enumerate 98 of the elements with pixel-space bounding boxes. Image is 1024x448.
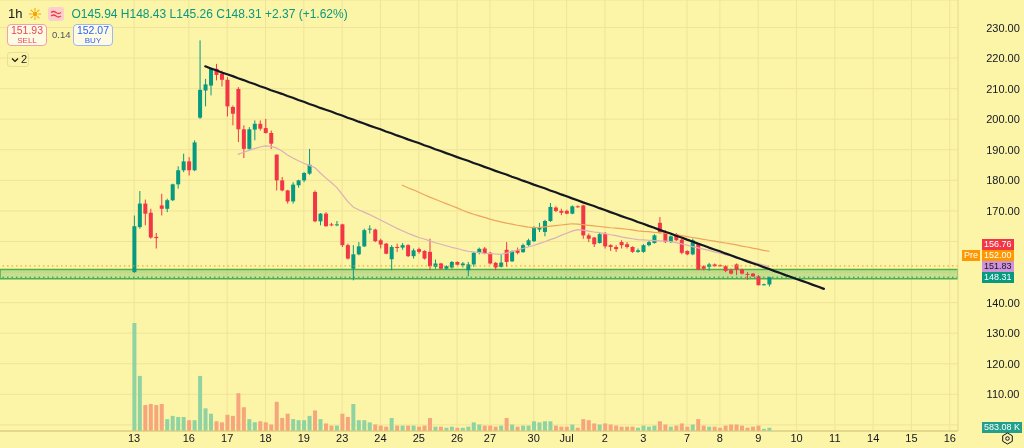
bar xyxy=(291,419,296,431)
candlestick xyxy=(247,126,252,151)
text: 156.76 xyxy=(982,238,1014,250)
x-tick-label: 16 xyxy=(943,431,956,444)
x-tick-label: 3 xyxy=(640,431,647,444)
x-tick-label: 13 xyxy=(127,431,141,444)
y-tick-label: 230.00 xyxy=(986,21,1020,34)
x-tick-label: 27 xyxy=(483,431,497,444)
candlestick xyxy=(395,243,400,253)
bar xyxy=(247,419,252,431)
x-tick-label: Jul xyxy=(559,431,574,444)
y-tick-label: 190.00 xyxy=(986,143,1020,156)
candlestick xyxy=(291,181,296,205)
candlestick xyxy=(362,228,367,248)
y-tick-label: 200.00 xyxy=(986,113,1020,126)
candlestick xyxy=(181,153,186,173)
x-tick-label: 16 xyxy=(182,431,195,444)
annotation: 151.93 xyxy=(10,24,44,36)
bar xyxy=(143,405,148,431)
bar xyxy=(427,418,432,431)
candlestick xyxy=(137,190,142,230)
x-tick-label: 19 xyxy=(297,431,310,444)
candlestick xyxy=(269,130,274,150)
price-button: 152.07 BUY xyxy=(73,24,113,46)
y-tick-label: 110.00 xyxy=(986,388,1020,401)
x-tick-label: 8 xyxy=(716,431,723,444)
bar xyxy=(307,415,312,431)
line-series xyxy=(401,184,770,252)
candlestick xyxy=(367,224,372,235)
candlestick xyxy=(187,156,192,176)
bar xyxy=(313,410,318,431)
text: O145.94 H148.43 L145.26 C148.31 +2.37 (+1.62%) xyxy=(71,6,348,21)
price-button: 151.93 SELL xyxy=(7,24,47,46)
line-series xyxy=(237,145,770,268)
y-tick-label: 140.00 xyxy=(986,296,1020,309)
x-tick-label: 11 xyxy=(829,431,841,444)
x-tick-label: 17 xyxy=(221,431,234,444)
bar xyxy=(137,375,142,431)
bar xyxy=(165,419,170,431)
bar xyxy=(252,422,257,431)
x-tick-label: 7 xyxy=(683,431,691,444)
x-tick-label: 2 xyxy=(601,431,608,444)
x-tick-label: 14 xyxy=(867,431,880,444)
x-tick-label: 23 xyxy=(336,431,349,444)
bar xyxy=(345,416,350,431)
candlestick xyxy=(553,205,558,213)
candlestick xyxy=(334,220,339,227)
bar xyxy=(389,418,394,431)
bar xyxy=(340,413,345,431)
candlestick xyxy=(219,70,224,88)
ref-line-label: Pre 152.00 xyxy=(963,249,1013,261)
bar xyxy=(258,421,263,431)
y-tick-label: 130.00 xyxy=(986,327,1020,340)
bar xyxy=(504,418,509,431)
x-tick-label: 24 xyxy=(374,431,387,444)
bar xyxy=(603,423,608,431)
ref-line-label: 148.31 xyxy=(982,271,1014,283)
annotation: 2 xyxy=(21,53,28,66)
bar xyxy=(351,404,356,431)
annotation: SELL xyxy=(17,36,37,45)
bar xyxy=(159,404,164,431)
y-tick-label: 180.00 xyxy=(986,174,1020,187)
x-tick-label: 10 xyxy=(790,431,803,444)
candlestick xyxy=(176,165,181,190)
bar xyxy=(241,407,246,431)
x-tick-label: 30 xyxy=(527,431,540,444)
annotation: BUY xyxy=(84,36,102,45)
text: 1h xyxy=(8,6,23,21)
bar xyxy=(285,413,290,431)
bar xyxy=(214,421,219,431)
y-tick-label: 220.00 xyxy=(986,52,1020,65)
candlestick xyxy=(417,247,422,255)
bar xyxy=(187,420,192,431)
bar xyxy=(696,419,701,431)
y-tick-label: 210.00 xyxy=(986,82,1020,95)
annotation: 152.07 xyxy=(76,24,110,36)
annotation: 0.14 xyxy=(52,29,71,40)
line-series xyxy=(204,65,825,290)
bar xyxy=(181,416,186,431)
y-tick-label: 120.00 xyxy=(986,357,1020,370)
candlestick xyxy=(241,124,246,159)
bar xyxy=(318,419,323,431)
candlestick xyxy=(427,238,432,271)
candlestick xyxy=(548,202,553,223)
candlestick xyxy=(636,248,641,254)
candlestick xyxy=(252,119,257,141)
x-tick-label: 18 xyxy=(259,431,272,444)
text: 151.83 xyxy=(982,260,1014,272)
x-tick-label: 26 xyxy=(450,431,464,444)
bar xyxy=(367,422,372,431)
candlestick xyxy=(159,193,164,216)
candlestick xyxy=(143,199,148,226)
x-tick-label: 25 xyxy=(412,431,425,444)
x-tick-label: 15 xyxy=(905,431,918,444)
candlestick xyxy=(389,244,394,271)
bar xyxy=(132,323,137,431)
y-tick-label: 170.00 xyxy=(986,204,1020,217)
x-tick-label: 9 xyxy=(755,431,762,444)
